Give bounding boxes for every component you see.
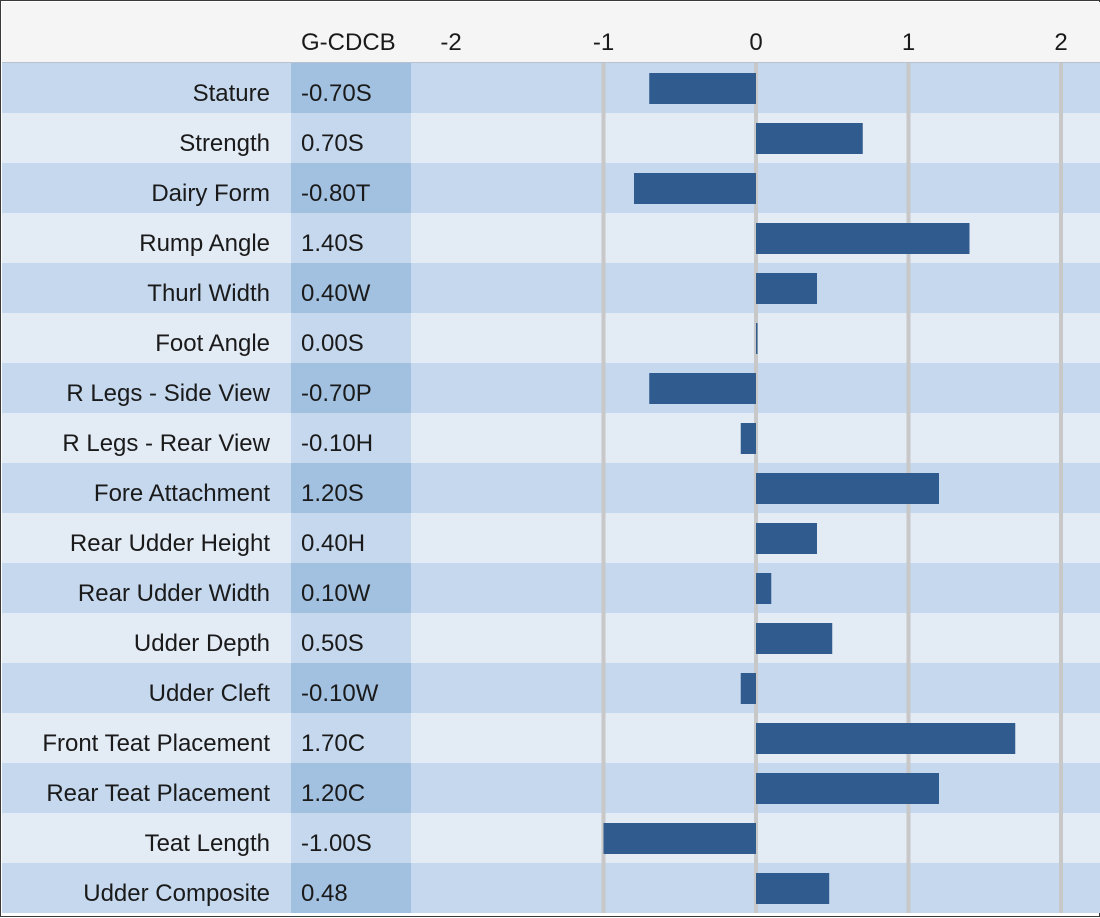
value-cell-background: [291, 713, 411, 763]
value-cell-background: [291, 813, 411, 863]
bar: [756, 523, 817, 554]
value-label: 0.10W: [301, 580, 371, 607]
row-band: [2, 563, 1100, 613]
row-band: [2, 613, 1100, 663]
row-label: Front Teat Placement: [42, 730, 270, 757]
bar: [649, 73, 756, 104]
row-band: [2, 513, 1100, 563]
value-label: -0.80T: [301, 180, 371, 207]
row-label: Strength: [179, 130, 270, 157]
value-label: 0.40W: [301, 280, 371, 307]
row-label: Teat Length: [145, 830, 270, 857]
x-tick-label: -2: [440, 29, 461, 56]
row-label: Fore Attachment: [94, 480, 270, 507]
x-tick-label: 2: [1054, 29, 1067, 56]
value-label: -0.70P: [301, 380, 372, 407]
bar: [756, 223, 970, 254]
row-label: Rear Udder Height: [70, 530, 270, 557]
row-band: [2, 113, 1100, 163]
value-cell-background: [291, 213, 411, 263]
row-band: [2, 663, 1100, 713]
row-label: Rear Udder Width: [78, 580, 270, 607]
row-label: Udder Cleft: [149, 680, 271, 707]
bar: [649, 373, 756, 404]
value-label: 1.20S: [301, 480, 364, 507]
value-label: 0.70S: [301, 130, 364, 157]
row-label: Udder Depth: [134, 630, 270, 657]
row-band: [2, 163, 1100, 213]
bar: [603, 823, 756, 854]
value-cell-background: [291, 663, 411, 713]
value-label: 1.20C: [301, 780, 365, 807]
value-label: -0.10H: [301, 430, 373, 457]
row-band: [2, 263, 1100, 313]
value-cell-background: [291, 263, 411, 313]
bars: [603, 73, 1016, 904]
bar: [740, 423, 756, 454]
row-band: [2, 813, 1100, 863]
value-label: 0.48: [301, 880, 348, 907]
row-label: Thurl Width: [147, 280, 270, 307]
bar: [756, 623, 833, 654]
x-tick-label: 1: [902, 29, 915, 56]
value-cell-background: [291, 763, 411, 813]
row-label: R Legs - Side View: [66, 380, 270, 407]
row-label: R Legs - Rear View: [62, 430, 270, 457]
row-label: Dairy Form: [151, 180, 270, 207]
value-column-header: G-CDCB: [301, 29, 396, 56]
row-band: [2, 363, 1100, 413]
value-label: -1.00S: [301, 830, 372, 857]
bar: [634, 173, 756, 204]
bar: [756, 123, 863, 154]
value-label: 0.40H: [301, 530, 365, 557]
bar: [756, 273, 817, 304]
row-band: [2, 313, 1100, 363]
x-tick-label: 0: [749, 29, 762, 56]
value-label: -0.10W: [301, 680, 379, 707]
row-band: [2, 413, 1100, 463]
row-label: Foot Angle: [155, 330, 270, 357]
row-label: Rear Teat Placement: [46, 780, 270, 807]
value-cell-background: [291, 363, 411, 413]
header-background: [2, 2, 1100, 63]
value-cell-background: [291, 413, 411, 463]
value-label: 1.40S: [301, 230, 364, 257]
bar: [756, 873, 830, 904]
row-labels: Stature Strength Dairy Form Rump Angle Thurl…: [42, 80, 270, 907]
value-cell-background: [291, 463, 411, 513]
row-band: [2, 863, 1100, 913]
value-cell-background: [291, 113, 411, 163]
x-tick-label: -1: [593, 29, 614, 56]
row-label: Udder Composite: [83, 880, 270, 907]
row-label: Rump Angle: [139, 230, 270, 257]
bar: [756, 773, 939, 804]
bar: [756, 723, 1016, 754]
bar: [740, 673, 756, 704]
value-label: 0.50S: [301, 630, 364, 657]
value-labels: -0.70S 0.70S -0.80T 1.40S 0.40W 0.00S -0.70P -0…: [301, 80, 379, 907]
bar: [756, 473, 939, 504]
value-cell-background: [291, 63, 411, 113]
value-cell-background: [291, 863, 411, 913]
bar: [756, 573, 772, 604]
value-cell-background: [291, 613, 411, 663]
value-cell-background: [291, 163, 411, 213]
value-label: 0.00S: [301, 330, 364, 357]
row-label: Stature: [193, 80, 270, 107]
x-tick-labels: -2 -1 0 1 2: [440, 29, 1067, 56]
bar: [756, 323, 758, 354]
value-label: -0.70S: [301, 80, 372, 107]
value-cell-background: [291, 513, 411, 563]
row-band: [2, 63, 1100, 113]
value-cell-background: [291, 313, 411, 363]
value-cell-background: [291, 563, 411, 613]
value-label: 1.70C: [301, 730, 365, 757]
